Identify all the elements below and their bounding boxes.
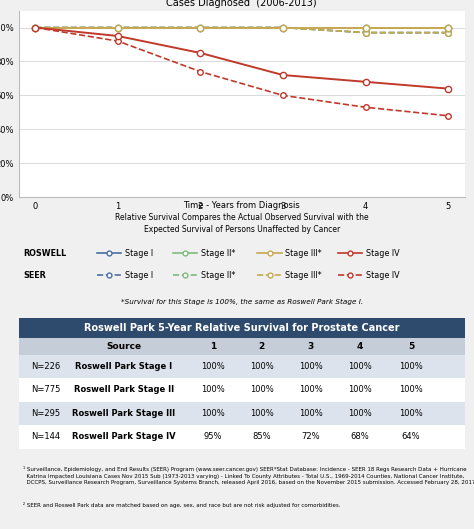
Text: 100%: 100%: [299, 362, 323, 371]
Text: 1: 1: [210, 342, 216, 351]
Text: 64%: 64%: [402, 433, 420, 442]
Text: 3: 3: [308, 342, 314, 351]
Text: 4: 4: [356, 342, 363, 351]
Text: Stage I: Stage I: [125, 249, 153, 258]
Text: Stage IV: Stage IV: [365, 249, 399, 258]
Text: ROSWELL: ROSWELL: [23, 249, 67, 258]
Text: 100%: 100%: [399, 409, 423, 418]
Text: 100%: 100%: [348, 409, 372, 418]
Text: N=775: N=775: [31, 386, 60, 395]
Text: Roswell Park Stage I: Roswell Park Stage I: [75, 362, 172, 371]
Text: 100%: 100%: [348, 386, 372, 395]
Text: Stage IV: Stage IV: [365, 271, 399, 280]
Text: 100%: 100%: [201, 409, 225, 418]
Text: N=295: N=295: [31, 409, 60, 418]
Text: 100%: 100%: [299, 409, 323, 418]
Bar: [19, 378, 465, 402]
Text: SEER: SEER: [23, 271, 46, 280]
Text: Roswell Park 5-Year Relative Survival for Prostate Cancer: Roswell Park 5-Year Relative Survival fo…: [84, 323, 400, 333]
Text: Stage II*: Stage II*: [201, 249, 235, 258]
Text: 100%: 100%: [399, 362, 423, 371]
Bar: [19, 338, 465, 355]
Text: 100%: 100%: [250, 409, 273, 418]
Text: Stage III*: Stage III*: [285, 271, 322, 280]
Text: 100%: 100%: [201, 362, 225, 371]
Bar: [19, 318, 465, 338]
Text: 100%: 100%: [348, 362, 372, 371]
Text: 100%: 100%: [250, 386, 273, 395]
Text: Source: Source: [106, 342, 141, 351]
Text: 5: 5: [408, 342, 414, 351]
Bar: [19, 355, 465, 378]
Text: 72%: 72%: [301, 433, 320, 442]
Bar: [19, 425, 465, 449]
Text: ² SEER and Roswell Park data are matched based on age, sex, and race but are not: ² SEER and Roswell Park data are matched…: [23, 501, 341, 507]
Text: Roswell Park Stage II: Roswell Park Stage II: [73, 386, 174, 395]
Text: 100%: 100%: [399, 386, 423, 395]
Text: 100%: 100%: [250, 362, 273, 371]
Text: Relative Survival Compares the Actual Observed Survival with the
Expected Surviv: Relative Survival Compares the Actual Ob…: [115, 214, 369, 234]
Text: Roswell Park Stage III: Roswell Park Stage III: [72, 409, 175, 418]
Text: 68%: 68%: [350, 433, 369, 442]
Text: Stage II*: Stage II*: [201, 271, 235, 280]
Text: Time - Years from Diagnosis: Time - Years from Diagnosis: [183, 200, 300, 209]
Text: ¹ Surveillance, Epidemiology, and End Results (SEER) Program (www.seer.cancer.go: ¹ Surveillance, Epidemiology, and End Re…: [23, 466, 474, 485]
Title: Survival Data
Five-Year Prostate Cancer Survival, Stages I, II, III, IV
Cases Di: Survival Data Five-Year Prostate Cancer …: [115, 0, 369, 8]
Text: 100%: 100%: [299, 386, 323, 395]
Text: 2: 2: [259, 342, 265, 351]
Text: Stage I: Stage I: [125, 271, 153, 280]
Text: N=144: N=144: [31, 433, 60, 442]
Text: Roswell Park Stage IV: Roswell Park Stage IV: [72, 433, 175, 442]
Bar: [19, 402, 465, 425]
Text: 85%: 85%: [253, 433, 271, 442]
Text: N=226: N=226: [31, 362, 60, 371]
Text: *Survival for this Stage is 100%, the same as Roswell Park Stage I.: *Survival for this Stage is 100%, the sa…: [121, 299, 363, 305]
Text: Stage III*: Stage III*: [285, 249, 322, 258]
Text: 100%: 100%: [201, 386, 225, 395]
Text: 95%: 95%: [203, 433, 222, 442]
